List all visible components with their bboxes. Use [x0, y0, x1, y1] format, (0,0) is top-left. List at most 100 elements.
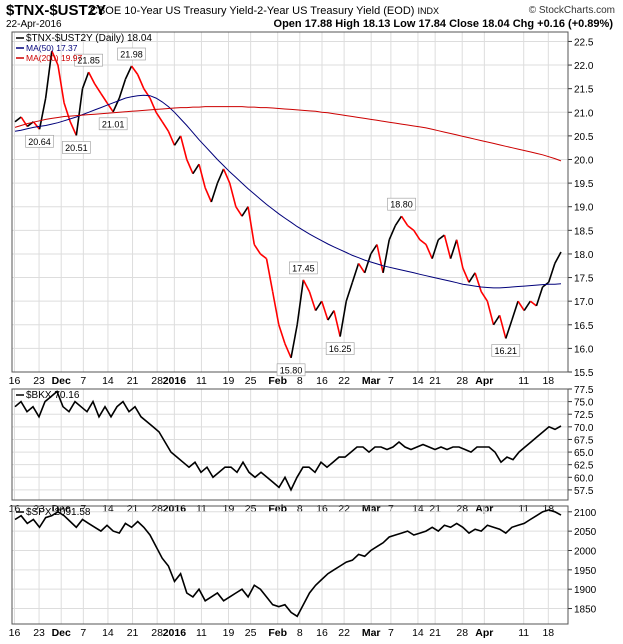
price-segment — [44, 50, 53, 99]
legend-label: $TNX-$UST2Y (Daily) 18.04 — [26, 33, 152, 44]
price-segment — [81, 71, 90, 89]
y-tick-label: 75.0 — [574, 398, 594, 409]
annotation-box — [387, 197, 416, 211]
annotation-label: 20.64 — [28, 137, 51, 147]
annotation-box — [62, 141, 91, 154]
price-segment — [363, 253, 372, 274]
annotation-label: 18.80 — [390, 200, 413, 210]
high-value: 18.13 — [362, 18, 391, 30]
x-tick-label: 7 — [80, 375, 86, 387]
price-segment — [216, 168, 225, 184]
price-segment — [14, 116, 22, 123]
exchange-label: INDX — [417, 6, 440, 16]
price-segment — [296, 279, 305, 325]
price-segment — [388, 225, 397, 241]
price-segment — [449, 239, 458, 259]
x-tick-label: 16 — [9, 375, 21, 387]
price-segment — [413, 229, 421, 241]
price-segment — [290, 324, 298, 358]
brand-label[interactable]: © StockCharts.com — [528, 5, 615, 16]
price-segment — [63, 102, 71, 122]
x-tick-label: 25 — [245, 375, 257, 387]
chg-value: +0.16 — [537, 18, 565, 30]
x-tick-label: 19 — [223, 375, 235, 387]
x-tick-label: 14 — [412, 627, 424, 639]
x-tick-label: 21 — [429, 375, 441, 387]
price-segment — [523, 300, 531, 312]
price-segment — [492, 314, 501, 326]
y-tick-label: 2100 — [574, 508, 597, 519]
x-tick-label: 11 — [518, 375, 529, 387]
y-tick-label: 57.5 — [574, 486, 594, 497]
legend-label: MA(50) 17.37 — [26, 43, 78, 53]
price-segment — [462, 267, 470, 283]
annotation-label: 21.01 — [102, 119, 125, 129]
y-tick-label: 2050 — [574, 527, 597, 538]
annotation-box — [74, 53, 103, 67]
series-line-bkx — [14, 390, 562, 492]
price-segment — [173, 135, 182, 146]
low-label: Low — [393, 18, 416, 30]
price-segment — [400, 215, 409, 227]
x-tick-label: 22 — [338, 627, 350, 639]
price-segment — [271, 291, 280, 325]
price-segment — [112, 97, 121, 113]
price-segment — [308, 291, 317, 311]
x-tick-label: 16 — [9, 627, 21, 639]
annotation-box — [25, 134, 54, 148]
x-tick-label: Feb — [268, 375, 287, 387]
price-segment — [431, 239, 440, 259]
annotation-box — [276, 363, 306, 377]
y-tick-label: 20.5 — [574, 132, 594, 143]
price-segment — [320, 300, 329, 321]
x-tick-label: 23 — [33, 627, 45, 639]
price-segment — [511, 300, 519, 321]
x-tick-label: 8 — [297, 627, 303, 639]
x-tick-label: 28 — [151, 375, 163, 387]
price-segment — [339, 301, 348, 337]
price-segment — [382, 239, 391, 273]
price-segment — [370, 244, 378, 255]
price-segment — [327, 310, 335, 321]
x-tick-label: 14 — [412, 375, 424, 387]
y-tick-label: 65.0 — [574, 448, 594, 459]
price-segment — [407, 224, 415, 231]
annotation-label: 17.45 — [292, 263, 315, 273]
price-segment — [554, 251, 562, 264]
price-segment — [198, 164, 206, 189]
price-segment — [20, 116, 28, 127]
price-segment — [278, 324, 286, 344]
price-segment — [94, 83, 102, 94]
price-segment — [474, 272, 483, 292]
y-tick-label: 21.5 — [574, 85, 594, 96]
y-tick-label: 15.5 — [574, 368, 594, 379]
chg-label: Chg — [512, 18, 535, 30]
low-value: 17.84 — [418, 18, 446, 30]
y-tick-label: 60.0 — [574, 473, 594, 484]
chart-panel-1: 15.5 16.0 16.5 17.0 17.5 18.0 18.5 19.0 19.5 20.0… — [9, 31, 594, 387]
x-tick-label: 21 — [429, 627, 441, 639]
price-segment — [351, 263, 360, 283]
chart-date: 22-Apr-2016 — [6, 19, 62, 30]
price-segment — [155, 111, 163, 123]
x-tick-label: 28 — [456, 375, 468, 387]
annotation-box — [325, 342, 355, 355]
y-tick-label: 16.5 — [574, 321, 594, 332]
x-tick-label: Feb — [268, 627, 287, 639]
price-segment — [87, 71, 96, 85]
price-segment — [302, 279, 311, 293]
x-tick-label: 8 — [297, 375, 303, 387]
price-segment — [259, 253, 268, 260]
x-tick-label: 14 — [102, 627, 114, 639]
price-segment — [443, 234, 452, 259]
x-tick-label: 21 — [127, 375, 139, 387]
x-tick-label: 7 — [80, 627, 86, 639]
price-segment — [69, 121, 78, 136]
y-tick-label: 17.5 — [574, 274, 594, 285]
annotation-label: 20.51 — [65, 143, 88, 153]
x-tick-label: 23 — [33, 375, 45, 387]
y-tick-label: 2000 — [574, 546, 597, 557]
x-tick-label: 22 — [338, 375, 350, 387]
price-segment — [284, 343, 292, 359]
